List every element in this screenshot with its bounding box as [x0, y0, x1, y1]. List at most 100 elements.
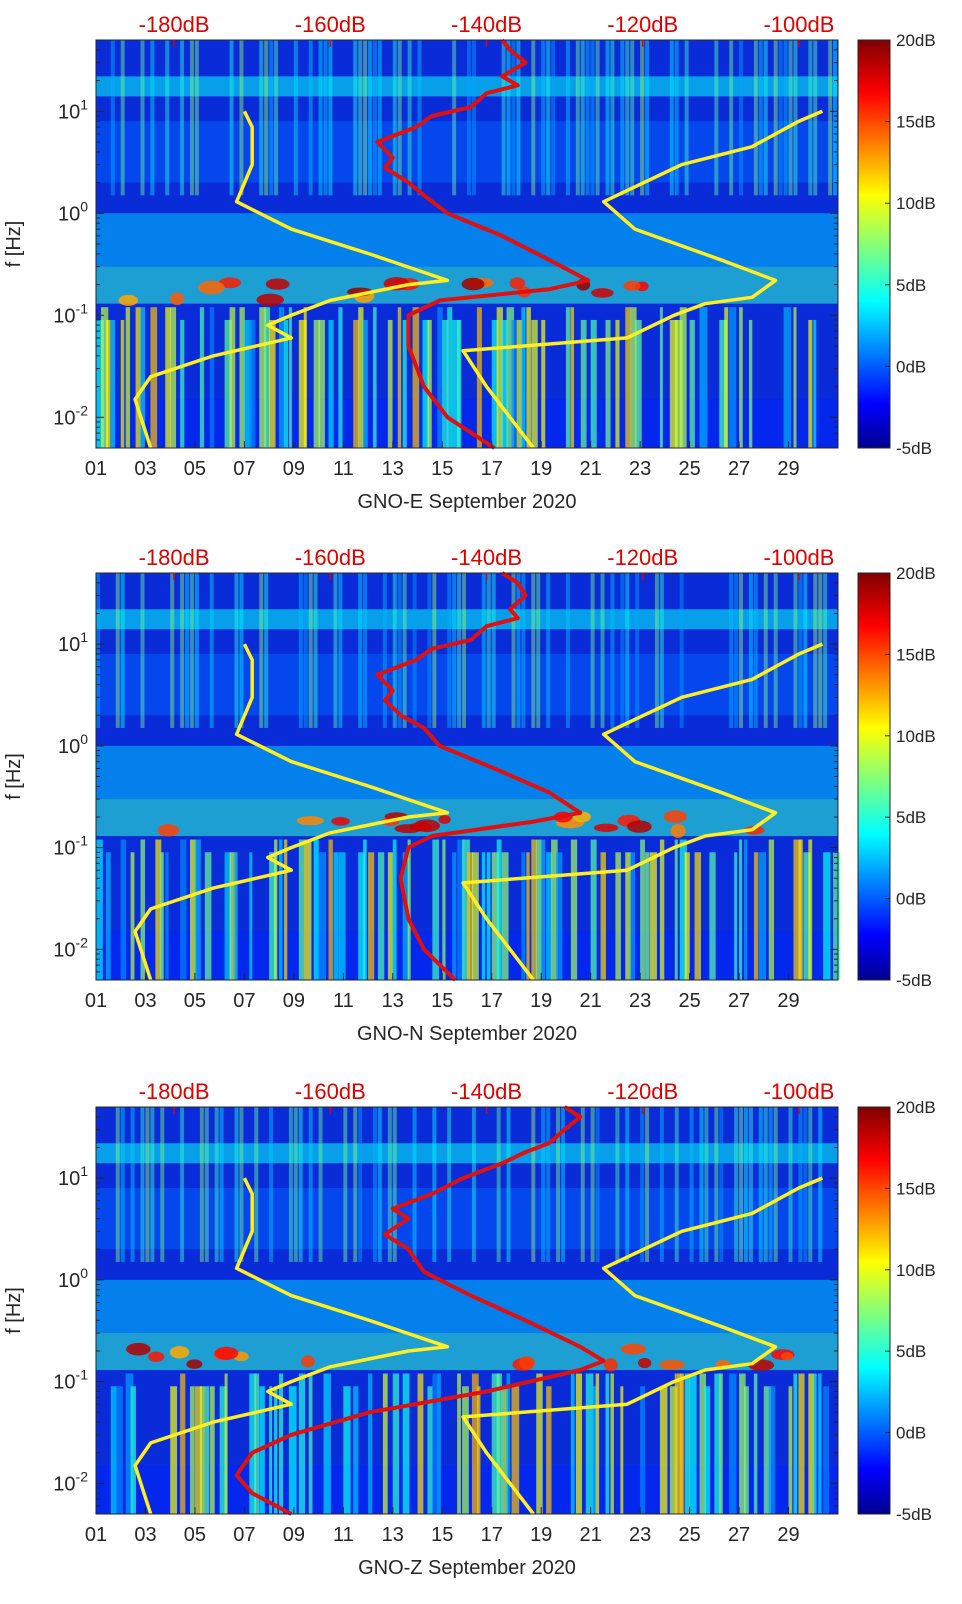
x-tick-label: 23: [629, 1524, 651, 1546]
top-tick-label: -180dB: [139, 12, 210, 37]
x-tick-label: 27: [728, 990, 750, 1012]
colorbar-tick-label: 10dB: [896, 194, 936, 213]
x-tick-label: 01: [85, 1524, 107, 1546]
y-axis-label: f [Hz]: [3, 753, 25, 800]
colorbar-tick-label: 20dB: [896, 1098, 936, 1117]
x-tick-label: 27: [728, 458, 750, 480]
x-tick-label: 27: [728, 1524, 750, 1546]
x-tick-label: 21: [580, 990, 602, 1012]
x-axis-label: GNO-N September 2020: [357, 1023, 577, 1045]
colorbar-tick-label: 10dB: [896, 1261, 936, 1280]
top-tick-label: -120dB: [607, 12, 678, 37]
colorbar-tick-label: 5dB: [896, 276, 926, 295]
y-tick-label: 10-1: [53, 833, 88, 860]
y-tick-label: 10-1: [53, 300, 88, 327]
x-tick-label: 11: [333, 458, 354, 480]
x-tick-label: 23: [629, 990, 651, 1012]
top-tick-label: -120dB: [607, 1079, 678, 1104]
y-tick-label: 101: [58, 96, 88, 123]
top-tick-label: -140dB: [451, 12, 522, 37]
y-tick-label: 10-2: [53, 934, 88, 961]
top-tick-label: -100dB: [763, 1079, 834, 1104]
x-tick-label: 17: [481, 990, 503, 1012]
colorbar-gradient: [858, 1107, 890, 1514]
x-tick-label: 03: [134, 458, 156, 480]
x-tick-label: 15: [431, 990, 453, 1012]
x-tick-label: 07: [233, 458, 255, 480]
spectrogram-image: [96, 1107, 838, 1514]
colorbar-gradient: [858, 573, 890, 980]
x-tick-label: 29: [777, 990, 799, 1012]
x-tick-label: 07: [233, 990, 255, 1012]
spectrogram-image: [96, 40, 838, 448]
top-tick-label: -160dB: [295, 1079, 366, 1104]
y-tick-label: 100: [58, 198, 88, 225]
x-tick-label: 23: [629, 458, 651, 480]
x-tick-label: 09: [283, 458, 305, 480]
y-tick-label: 101: [58, 629, 88, 656]
y-tick-label: 10-2: [53, 402, 88, 429]
panel-1: 101 100 10-1 10-2 f [Hz] 01 03 05 07 09 11 13 15 17 19…: [3, 12, 936, 513]
x-axis-label: GNO-Z September 2020: [358, 1557, 576, 1579]
x-tick-label: 03: [134, 990, 156, 1012]
colorbar-tick-label: 0dB: [896, 890, 926, 909]
x-tick-label: 07: [233, 1524, 255, 1546]
colorbar-tick-label: 5dB: [896, 808, 926, 827]
y-tick-label: 101: [58, 1163, 88, 1190]
colorbar-tick-label: 0dB: [896, 357, 926, 376]
x-tick-label: 11: [333, 990, 354, 1012]
y-axis-label: f [Hz]: [3, 221, 25, 268]
y-tick-label: 10-1: [53, 1367, 88, 1394]
colorbar: 20dB 15dB 10dB 5dB 0dB -5dB: [858, 564, 936, 990]
x-tick-label: 19: [530, 458, 552, 480]
colorbar-tick-label: 15dB: [896, 645, 936, 664]
colorbar-tick-label: 15dB: [896, 1179, 936, 1198]
colorbar-tick-label: 20dB: [896, 564, 936, 583]
top-tick-label: -120dB: [607, 545, 678, 570]
colorbar-tick-label: -5dB: [896, 439, 932, 458]
x-tick-label: 11: [333, 1524, 354, 1546]
x-tick-label: 25: [678, 458, 700, 480]
top-tick-label: -160dB: [295, 545, 366, 570]
y-tick-label: 10-2: [53, 1468, 88, 1495]
x-tick-label: 25: [678, 1524, 700, 1546]
top-tick-label: -180dB: [139, 545, 210, 570]
colorbar-tick-label: 10dB: [896, 727, 936, 746]
x-tick-label: 09: [283, 1524, 305, 1546]
x-tick-label: 15: [431, 458, 453, 480]
x-tick-label: 21: [580, 1524, 602, 1546]
x-tick-label: 17: [481, 1524, 503, 1546]
x-tick-label: 13: [382, 990, 404, 1012]
x-tick-label: 05: [184, 458, 206, 480]
x-tick-label: 17: [481, 458, 503, 480]
x-tick-label: 01: [85, 458, 107, 480]
top-tick-label: -100dB: [763, 545, 834, 570]
colorbar-gradient: [858, 40, 890, 448]
top-tick-label: -100dB: [763, 12, 834, 37]
top-tick-label: -180dB: [139, 1079, 210, 1104]
colorbar-tick-label: 20dB: [896, 31, 936, 50]
colorbar-tick-label: 5dB: [896, 1342, 926, 1361]
spectrogram-image: [96, 573, 840, 980]
x-tick-label: 03: [134, 1524, 156, 1546]
top-tick-label: -140dB: [451, 1079, 522, 1104]
x-tick-label: 21: [580, 458, 602, 480]
x-tick-label: 15: [431, 1524, 453, 1546]
x-tick-label: 13: [382, 1524, 404, 1546]
colorbar-tick-label: -5dB: [896, 971, 932, 990]
colorbar-tick-label: 15dB: [896, 113, 936, 132]
x-tick-label: 01: [85, 990, 107, 1012]
x-tick-label: 09: [283, 990, 305, 1012]
colorbar: 20dB 15dB 10dB 5dB 0dB -5dB: [858, 31, 936, 458]
x-tick-label: 29: [777, 1524, 799, 1546]
top-tick-label: -160dB: [295, 12, 366, 37]
y-axis-label: f [Hz]: [3, 1287, 25, 1334]
x-tick-label: 29: [777, 458, 799, 480]
x-tick-label: 13: [382, 458, 404, 480]
x-tick-label: 19: [530, 990, 552, 1012]
